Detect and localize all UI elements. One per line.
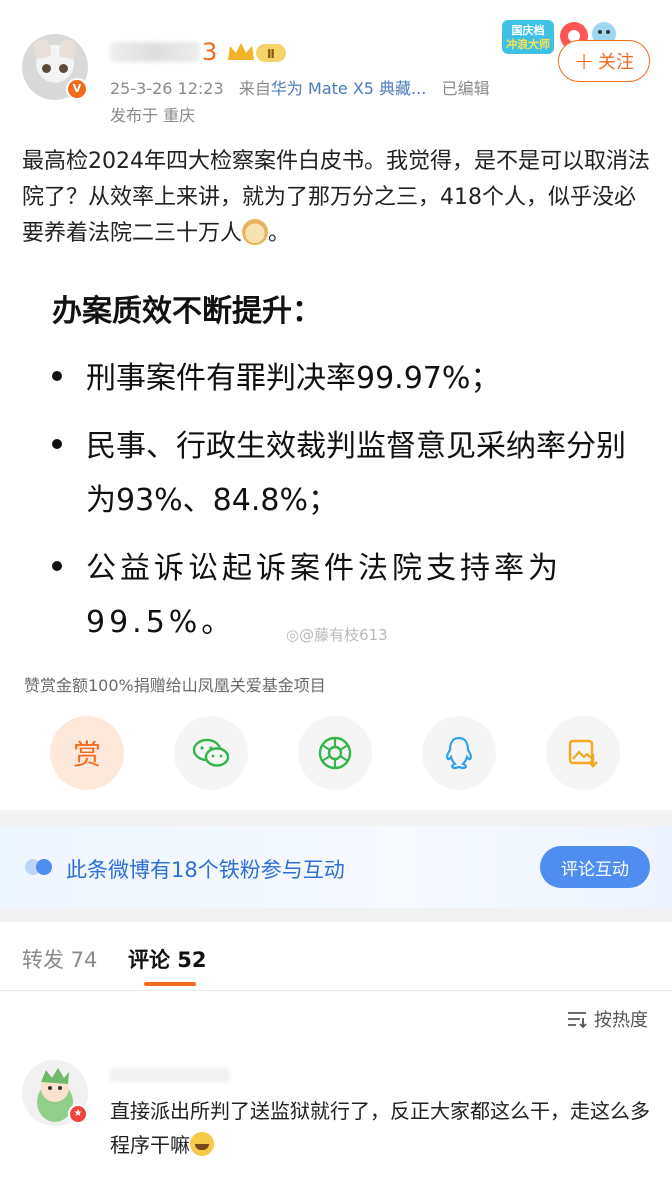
- tab-comment[interactable]: 评论 52: [128, 948, 207, 972]
- svg-text:国庆档: 国庆档: [512, 23, 545, 37]
- section-divider: [0, 810, 672, 826]
- share-wechat-button[interactable]: [174, 716, 248, 790]
- location: 发布于 重庆: [110, 106, 196, 125]
- tab-underline: [144, 982, 196, 986]
- svg-text:Ⅱ: Ⅱ: [267, 47, 275, 61]
- promo-badge-icon[interactable]: 国庆档 冲浪大师: [500, 14, 620, 58]
- image-bullet-3: 公益诉讼起诉案件法院支持率为99.5%。: [86, 551, 562, 640]
- plus-icon: +: [573, 47, 595, 75]
- bullet-dot: [52, 542, 78, 596]
- bullet-dot: [52, 420, 78, 474]
- wechat-icon: [192, 738, 230, 767]
- edited-label[interactable]: 已编辑: [441, 79, 490, 98]
- image-bullet-1: 刑事案件有罪判决率99.97%；: [86, 361, 501, 396]
- comment-interact-button[interactable]: 评论互动: [540, 846, 650, 888]
- author-name[interactable]: [110, 42, 200, 62]
- reward-button[interactable]: 赏: [50, 716, 124, 790]
- post-meta: 25-3-26 12:23 来自华为 Mate X5 典藏... 已编辑: [110, 75, 490, 99]
- save-image-button[interactable]: [546, 716, 620, 790]
- follow-button[interactable]: + 关注: [558, 40, 650, 82]
- tab-border: [0, 990, 672, 991]
- source-device[interactable]: 华为 Mate X5 典藏...: [270, 79, 427, 98]
- commenter-name[interactable]: [110, 1068, 230, 1082]
- share-qq-button[interactable]: [422, 716, 496, 790]
- doge-emoji-icon: [242, 219, 269, 245]
- image-bullet-2: 民事、行政生效裁判监督意见采纳率分别为93%、84.8%；: [86, 429, 626, 518]
- image-title: 办案质效不断提升：: [52, 294, 322, 329]
- svg-text:冲浪大师: 冲浪大师: [506, 37, 550, 51]
- bullet-dot: [52, 352, 78, 406]
- tab-repost[interactable]: 转发 74: [22, 948, 98, 972]
- reward-icon: 赏: [72, 738, 101, 771]
- sort-icon: [568, 1012, 587, 1028]
- author-name-suffix: 3: [202, 38, 218, 66]
- timestamp: 25-3-26 12:23: [110, 79, 224, 98]
- fans-text[interactable]: 此条微博有18个铁粉参与互动: [66, 858, 345, 882]
- verified-badge: V: [66, 78, 88, 100]
- image-watermark: ◎@藤有枝613: [286, 626, 388, 644]
- moments-icon: [318, 736, 352, 770]
- fans-icon: [25, 859, 52, 875]
- post-text: 最高检2024年四大检察案件白皮书。我觉得，是不是可以取消法院了？从效率上来讲，…: [22, 149, 650, 246]
- commenter-badge-icon: ★: [68, 1104, 88, 1124]
- level-crown-icon: Ⅱ: [228, 43, 286, 62]
- comment-text: 直接派出所判了送监狱就行了，反正大家都这么干，走这么多程序干嘛: [110, 1099, 650, 1157]
- laugh-emoji-icon: [190, 1132, 214, 1156]
- qq-icon: [446, 736, 472, 770]
- weibo-logo-icon: ◎: [286, 626, 300, 644]
- source-prefix: 来自: [238, 79, 271, 98]
- section-divider: [0, 908, 672, 922]
- share-moments-button[interactable]: [298, 716, 372, 790]
- save-image-icon: [568, 739, 598, 768]
- sort-button[interactable]: 按热度: [566, 1006, 648, 1032]
- author-avatar[interactable]: [22, 34, 88, 100]
- donate-note: 赞赏金额100%捐赠给山凤凰关爱基金项目: [24, 676, 326, 695]
